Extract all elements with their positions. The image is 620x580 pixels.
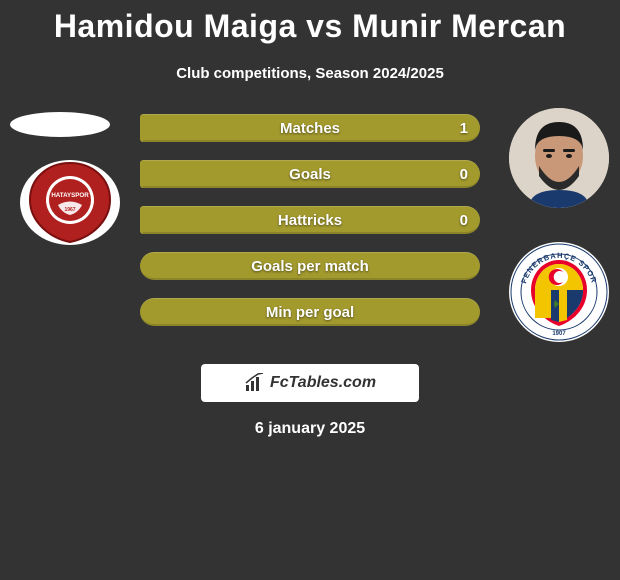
- stat-bar: Goals0: [140, 160, 480, 188]
- club-left-name: HATAYSPOR: [51, 192, 89, 199]
- bar-label: Hattricks: [140, 206, 480, 234]
- player-left-avatar: [10, 112, 110, 137]
- player-right-avatar: [509, 108, 609, 208]
- footer-brand-text: FcTables.com: [270, 374, 376, 392]
- stat-bar: Min per goal: [140, 298, 480, 326]
- comparison-area: HATAYSPOR 1967: [0, 114, 620, 364]
- club-left-crest: HATAYSPOR 1967: [20, 160, 120, 245]
- footer-brand-badge: FcTables.com: [201, 364, 419, 402]
- bar-label: Matches: [140, 114, 480, 142]
- chart-icon: [244, 373, 266, 393]
- club-left-year: 1967: [64, 207, 75, 213]
- stat-bar: Hattricks0: [140, 206, 480, 234]
- svg-text:1907: 1907: [552, 331, 566, 337]
- bar-value-right: 1: [460, 114, 468, 142]
- club-right-crest: FENERBAHÇE SPOR KULÜBÜ 1907: [509, 242, 609, 342]
- page-title: Hamidou Maiga vs Munir Mercan: [0, 8, 620, 45]
- stat-bar: Goals per match: [140, 252, 480, 280]
- bar-label: Goals: [140, 160, 480, 188]
- bar-value-right: 0: [460, 206, 468, 234]
- stat-bar: Matches1: [140, 114, 480, 142]
- bar-label: Min per goal: [140, 298, 480, 326]
- subtitle: Club competitions, Season 2024/2025: [0, 65, 620, 82]
- date-text: 6 january 2025: [0, 420, 620, 438]
- bar-value-right: 0: [460, 160, 468, 188]
- stat-bars: Matches1Goals0Hattricks0Goals per matchM…: [140, 114, 480, 344]
- bar-label: Goals per match: [140, 252, 480, 280]
